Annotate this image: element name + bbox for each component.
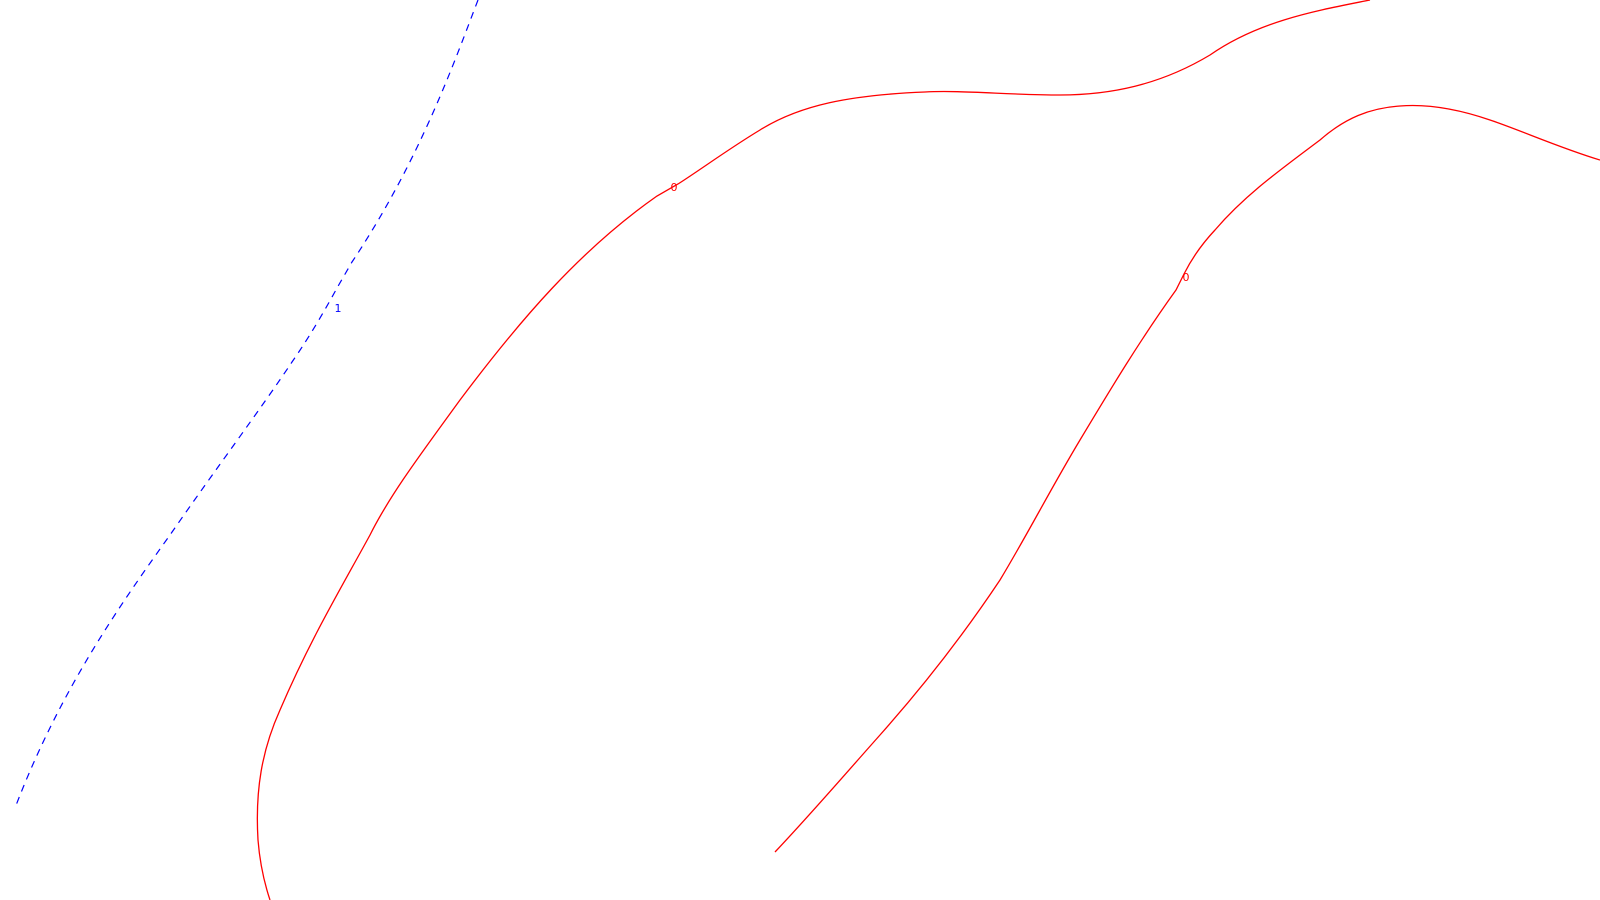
contour-label-0-right: 0: [1183, 271, 1190, 284]
contour-label-1: 1: [335, 302, 342, 315]
contour-line-1: [14, 0, 479, 809]
contour-line-0-left: [256, 0, 1371, 900]
contour-line-0-right: [774, 104, 1600, 853]
contour-label-0-left: 0: [671, 181, 678, 194]
